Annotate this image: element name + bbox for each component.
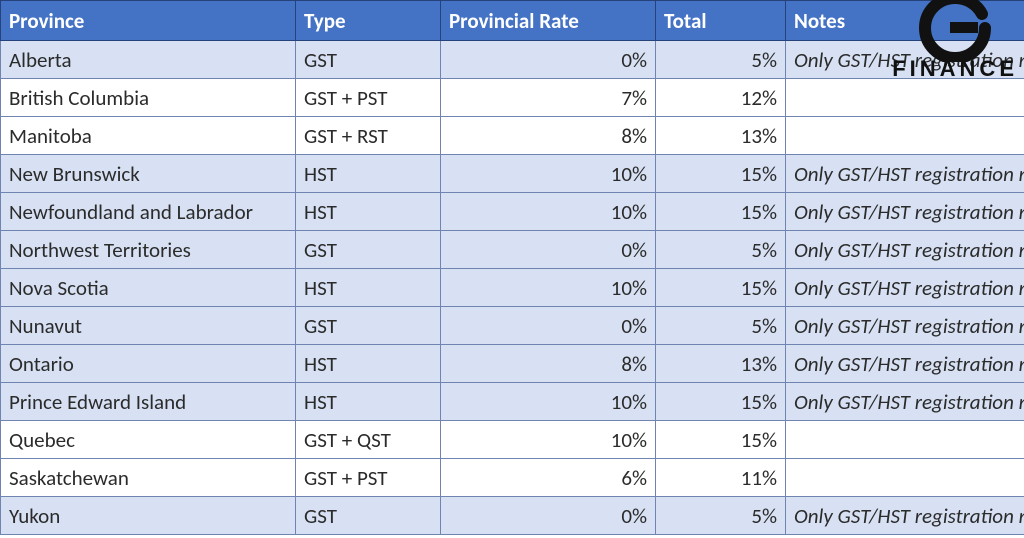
table-row: AlbertaGST0%5%Only GST/HST registration … xyxy=(1,41,1024,79)
cell-rate: 10% xyxy=(441,269,656,307)
cell-type: HST xyxy=(296,383,441,421)
table-row: Newfoundland and LabradorHST10%15%Only G… xyxy=(1,193,1024,231)
table-row: SaskatchewanGST + PST6%11% xyxy=(1,459,1024,497)
cell-province: Prince Edward Island xyxy=(1,383,296,421)
cell-type: GST + PST xyxy=(296,459,441,497)
cell-notes: Only GST/HST registration needed xyxy=(786,269,1024,307)
col-header-total: Total xyxy=(656,1,786,41)
col-header-notes: Notes xyxy=(786,1,1024,41)
cell-notes: Only GST/HST registration needed xyxy=(786,345,1024,383)
cell-total: 15% xyxy=(656,155,786,193)
cell-province: Saskatchewan xyxy=(1,459,296,497)
cell-province: Northwest Territories xyxy=(1,231,296,269)
table-row: QuebecGST + QST10%15% xyxy=(1,421,1024,459)
cell-total: 13% xyxy=(656,345,786,383)
table-row: Northwest TerritoriesGST0%5%Only GST/HST… xyxy=(1,231,1024,269)
cell-notes: Only GST/HST registration needed xyxy=(786,383,1024,421)
cell-notes: Only GST/HST registration needed xyxy=(786,193,1024,231)
cell-rate: 8% xyxy=(441,117,656,155)
table-row: New BrunswickHST10%15%Only GST/HST regis… xyxy=(1,155,1024,193)
cell-type: GST xyxy=(296,307,441,345)
table-row: Nova ScotiaHST10%15%Only GST/HST registr… xyxy=(1,269,1024,307)
table-row: Prince Edward IslandHST10%15%Only GST/HS… xyxy=(1,383,1024,421)
cell-notes xyxy=(786,79,1024,117)
cell-province: New Brunswick xyxy=(1,155,296,193)
cell-total: 15% xyxy=(656,193,786,231)
cell-type: GST + QST xyxy=(296,421,441,459)
cell-total: 5% xyxy=(656,41,786,79)
col-header-rate: Provincial Rate xyxy=(441,1,656,41)
cell-total: 5% xyxy=(656,497,786,535)
cell-province: Quebec xyxy=(1,421,296,459)
cell-type: GST xyxy=(296,231,441,269)
cell-notes: Only GST/HST registration needed xyxy=(786,497,1024,535)
cell-type: HST xyxy=(296,269,441,307)
col-header-type: Type xyxy=(296,1,441,41)
cell-notes: Only GST/HST registration needed xyxy=(786,41,1024,79)
cell-province: Newfoundland and Labrador xyxy=(1,193,296,231)
table-row: OntarioHST8%13%Only GST/HST registration… xyxy=(1,345,1024,383)
table-row: NunavutGST0%5%Only GST/HST registration … xyxy=(1,307,1024,345)
table-body: AlbertaGST0%5%Only GST/HST registration … xyxy=(1,41,1024,535)
cell-province: Yukon xyxy=(1,497,296,535)
cell-rate: 6% xyxy=(441,459,656,497)
cell-total: 13% xyxy=(656,117,786,155)
cell-total: 11% xyxy=(656,459,786,497)
cell-total: 12% xyxy=(656,79,786,117)
cell-total: 15% xyxy=(656,421,786,459)
cell-total: 15% xyxy=(656,269,786,307)
cell-notes xyxy=(786,117,1024,155)
cell-notes: Only GST/HST registration needed xyxy=(786,231,1024,269)
table-header-row: Province Type Provincial Rate Total Note… xyxy=(1,1,1024,41)
cell-notes: Only GST/HST registration needed xyxy=(786,307,1024,345)
cell-type: GST + RST xyxy=(296,117,441,155)
cell-type: HST xyxy=(296,193,441,231)
table-row: ManitobaGST + RST8%13% xyxy=(1,117,1024,155)
col-header-province: Province xyxy=(1,1,296,41)
cell-notes xyxy=(786,459,1024,497)
cell-rate: 8% xyxy=(441,345,656,383)
cell-type: GST xyxy=(296,41,441,79)
cell-type: HST xyxy=(296,345,441,383)
cell-rate: 10% xyxy=(441,193,656,231)
cell-province: Ontario xyxy=(1,345,296,383)
cell-rate: 0% xyxy=(441,231,656,269)
cell-type: HST xyxy=(296,155,441,193)
cell-province: Nunavut xyxy=(1,307,296,345)
table-row: YukonGST0%5%Only GST/HST registration ne… xyxy=(1,497,1024,535)
cell-province: Manitoba xyxy=(1,117,296,155)
tax-rate-table: Province Type Provincial Rate Total Note… xyxy=(0,0,1024,535)
cell-rate: 0% xyxy=(441,41,656,79)
cell-notes: Only GST/HST registration needed xyxy=(786,155,1024,193)
cell-type: GST + PST xyxy=(296,79,441,117)
cell-rate: 10% xyxy=(441,421,656,459)
cell-rate: 7% xyxy=(441,79,656,117)
cell-rate: 10% xyxy=(441,383,656,421)
cell-total: 5% xyxy=(656,231,786,269)
cell-total: 5% xyxy=(656,307,786,345)
cell-rate: 10% xyxy=(441,155,656,193)
cell-province: British Columbia xyxy=(1,79,296,117)
cell-rate: 0% xyxy=(441,307,656,345)
cell-rate: 0% xyxy=(441,497,656,535)
table-row: British ColumbiaGST + PST7%12% xyxy=(1,79,1024,117)
cell-type: GST xyxy=(296,497,441,535)
cell-notes xyxy=(786,421,1024,459)
cell-province: Nova Scotia xyxy=(1,269,296,307)
cell-total: 15% xyxy=(656,383,786,421)
cell-province: Alberta xyxy=(1,41,296,79)
